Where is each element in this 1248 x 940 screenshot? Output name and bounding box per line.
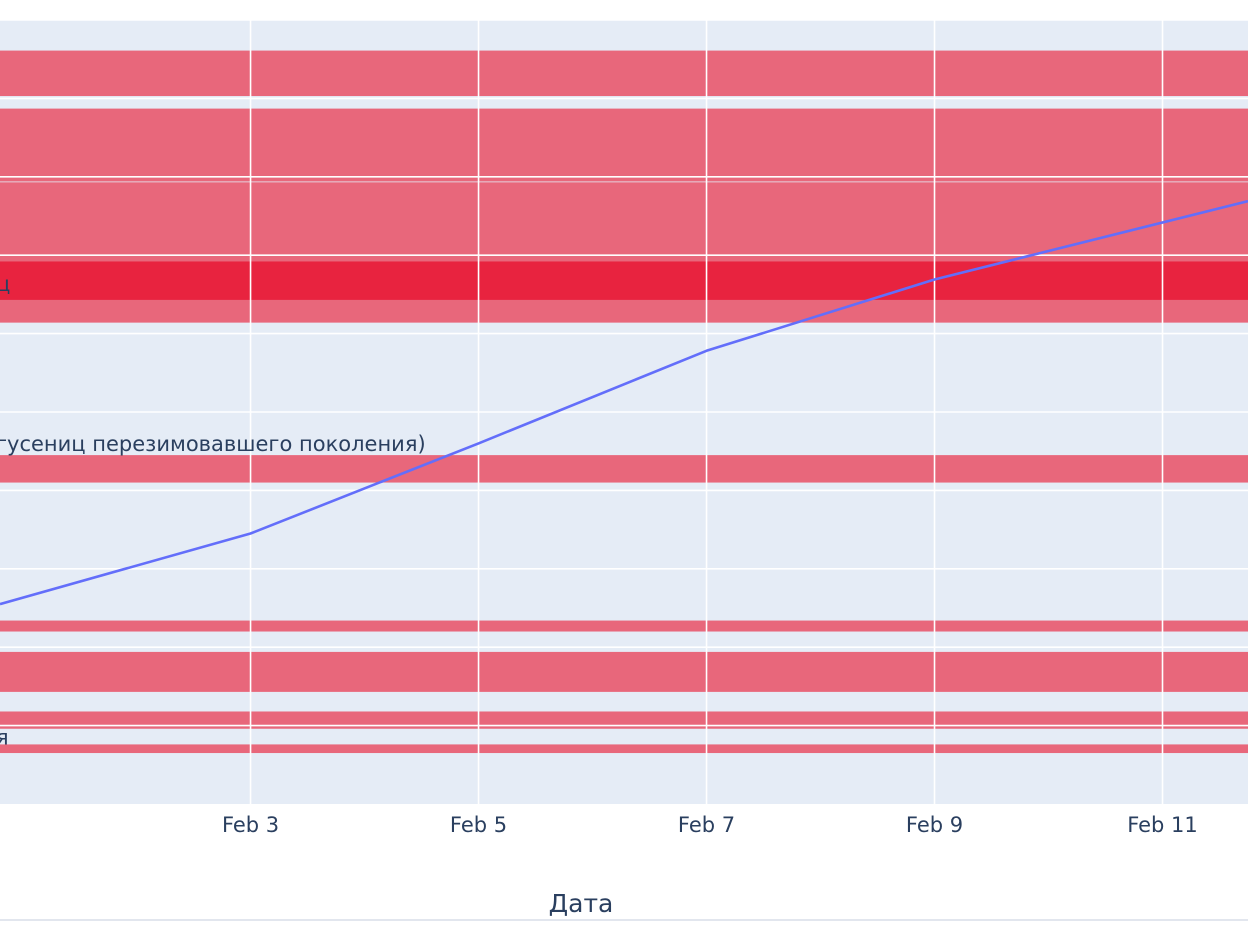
x-tick-label-0: Feb 3 xyxy=(222,813,279,837)
x-tick-label-2: Feb 7 xyxy=(678,813,735,837)
band-layer xyxy=(0,50,1248,754)
series-line-0 xyxy=(0,199,1248,606)
band-8 xyxy=(0,744,1248,754)
band-5 xyxy=(0,620,1248,632)
band-label-1: гусениц перезимовавшего поколения) xyxy=(0,432,426,456)
band-label-layer: ц гусениц перезимовавшего поколения) я xyxy=(0,272,426,749)
x-axis-label: Дата xyxy=(549,889,614,918)
band-label-2: я xyxy=(0,725,9,749)
x-tick-label-3: Feb 9 xyxy=(906,813,963,837)
band-0 xyxy=(0,50,1248,97)
band-3 xyxy=(0,261,1248,300)
grid-layer xyxy=(0,19,1248,804)
x-tick-label-4: Feb 11 xyxy=(1127,813,1198,837)
band-4 xyxy=(0,455,1248,483)
band-label-0: ц xyxy=(0,272,10,296)
x-tick-label-1: Feb 5 xyxy=(450,813,507,837)
band-2 xyxy=(0,182,1248,323)
series-layer xyxy=(0,199,1248,606)
band-6 xyxy=(0,651,1248,692)
x-tick-layer: Feb 3 Feb 5 Feb 7 Feb 9 Feb 11 xyxy=(222,813,1198,837)
band-1 xyxy=(0,108,1248,182)
band-7 xyxy=(0,711,1248,729)
